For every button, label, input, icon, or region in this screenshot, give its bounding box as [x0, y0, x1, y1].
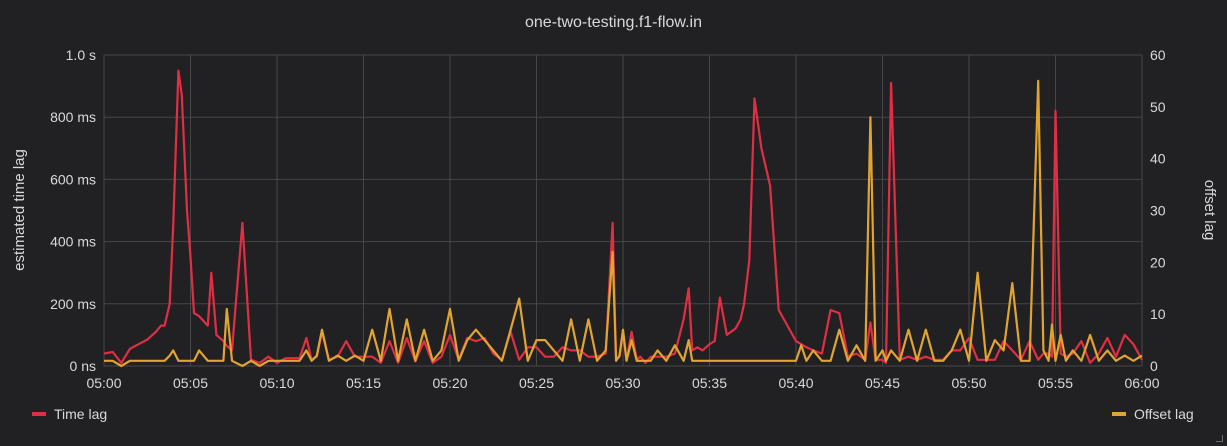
- y-tick-label: 600 ms: [50, 171, 96, 187]
- y2-axis-label: offset lag: [1201, 180, 1218, 241]
- series-line-time-lag[interactable]: [103, 69, 1143, 364]
- legend-time-lag[interactable]: Time lag: [32, 406, 107, 422]
- y2-tick-label: 30: [1150, 203, 1166, 219]
- y2-tick-label: 20: [1150, 254, 1166, 270]
- y2-tick-label: 50: [1150, 99, 1166, 115]
- y2-tick-label: 40: [1150, 151, 1166, 167]
- y-tick-label: 0 ns: [70, 358, 96, 374]
- y2-tick-label: 10: [1150, 306, 1166, 322]
- x-tick-label: 05:45: [865, 375, 900, 391]
- legend-swatch-time-lag: [32, 412, 46, 416]
- panel-title[interactable]: one-two-testing.f1-flow.in: [525, 14, 702, 31]
- y2-tick-label: 60: [1150, 47, 1166, 63]
- y-axis-label: estimated time lag: [11, 149, 28, 271]
- x-tick-label: 05:40: [778, 375, 813, 391]
- x-tick-label: 05:10: [259, 375, 294, 391]
- legend-label-offset-lag: Offset lag: [1134, 406, 1194, 422]
- x-tick-label: 06:00: [1124, 375, 1159, 391]
- x-tick-label: 05:05: [173, 375, 208, 391]
- x-tick-label: 05:50: [951, 375, 986, 391]
- y-tick-label: 1.0 s: [66, 47, 96, 63]
- legend-offset-lag[interactable]: Offset lag: [1112, 406, 1194, 422]
- x-tick-label: 05:00: [86, 375, 121, 391]
- legend-swatch-offset-lag: [1112, 412, 1126, 416]
- resize-handle[interactable]: [1216, 435, 1223, 442]
- x-tick-label: 05:30: [605, 375, 640, 391]
- x-tick-label: 05:35: [692, 375, 727, 391]
- y-tick-label: 800 ms: [50, 109, 96, 125]
- legend-label-time-lag: Time lag: [54, 406, 108, 422]
- x-tick-label: 05:15: [346, 375, 381, 391]
- series-line-offset-lag[interactable]: [104, 79, 1143, 368]
- y-tick-label: 400 ms: [50, 234, 96, 250]
- x-tick-label: 05:20: [432, 375, 467, 391]
- x-tick-label: 05:55: [1038, 375, 1073, 391]
- y2-tick-label: 0: [1150, 358, 1158, 374]
- y-tick-label: 200 ms: [50, 296, 96, 312]
- x-tick-label: 05:25: [519, 375, 554, 391]
